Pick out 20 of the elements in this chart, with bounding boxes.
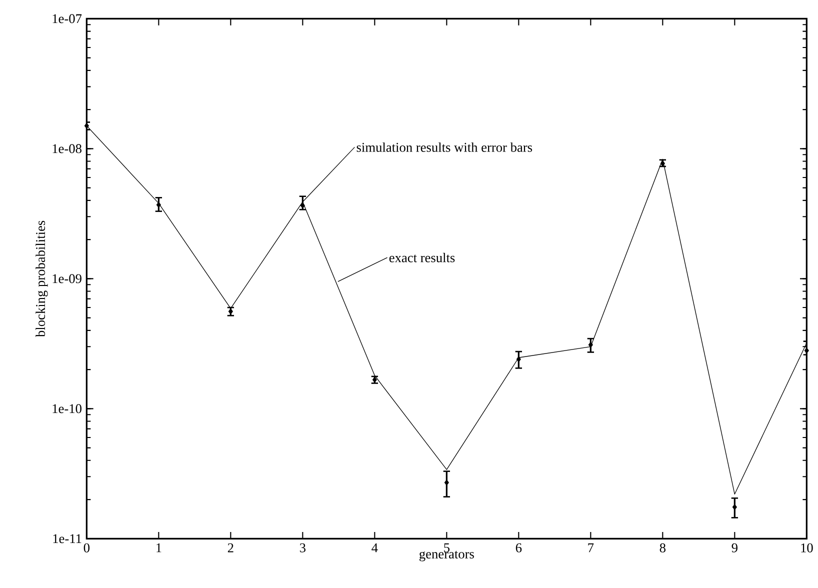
annotation: simulation results with error bars (356, 142, 532, 152)
x-tick-label: 6 (516, 543, 522, 552)
x-tick-label: 1 (156, 543, 162, 552)
y-tick-label: 1e-09 (52, 274, 82, 284)
y-tick-label: 1e-10 (52, 404, 82, 414)
x-tick-label: 0 (84, 543, 90, 552)
y-tick-label: 1e-08 (52, 144, 82, 154)
x-tick-label: 5 (444, 543, 450, 552)
annotation: exact results (389, 252, 455, 262)
x-tick-label: 8 (660, 543, 666, 552)
x-tick-label: 3 (300, 543, 306, 552)
y-axis-title: blocking probabilities (36, 220, 48, 337)
x-tick-label: 9 (732, 543, 738, 552)
x-tick-label: 10 (801, 543, 813, 552)
x-axis-title: generators (419, 550, 474, 562)
y-tick-label: 1e-07 (52, 14, 82, 24)
x-tick-label: 2 (228, 543, 234, 552)
x-tick-label: 4 (372, 543, 378, 552)
y-tick-label: 1e-11 (53, 534, 82, 544)
x-tick-label: 7 (588, 543, 594, 552)
